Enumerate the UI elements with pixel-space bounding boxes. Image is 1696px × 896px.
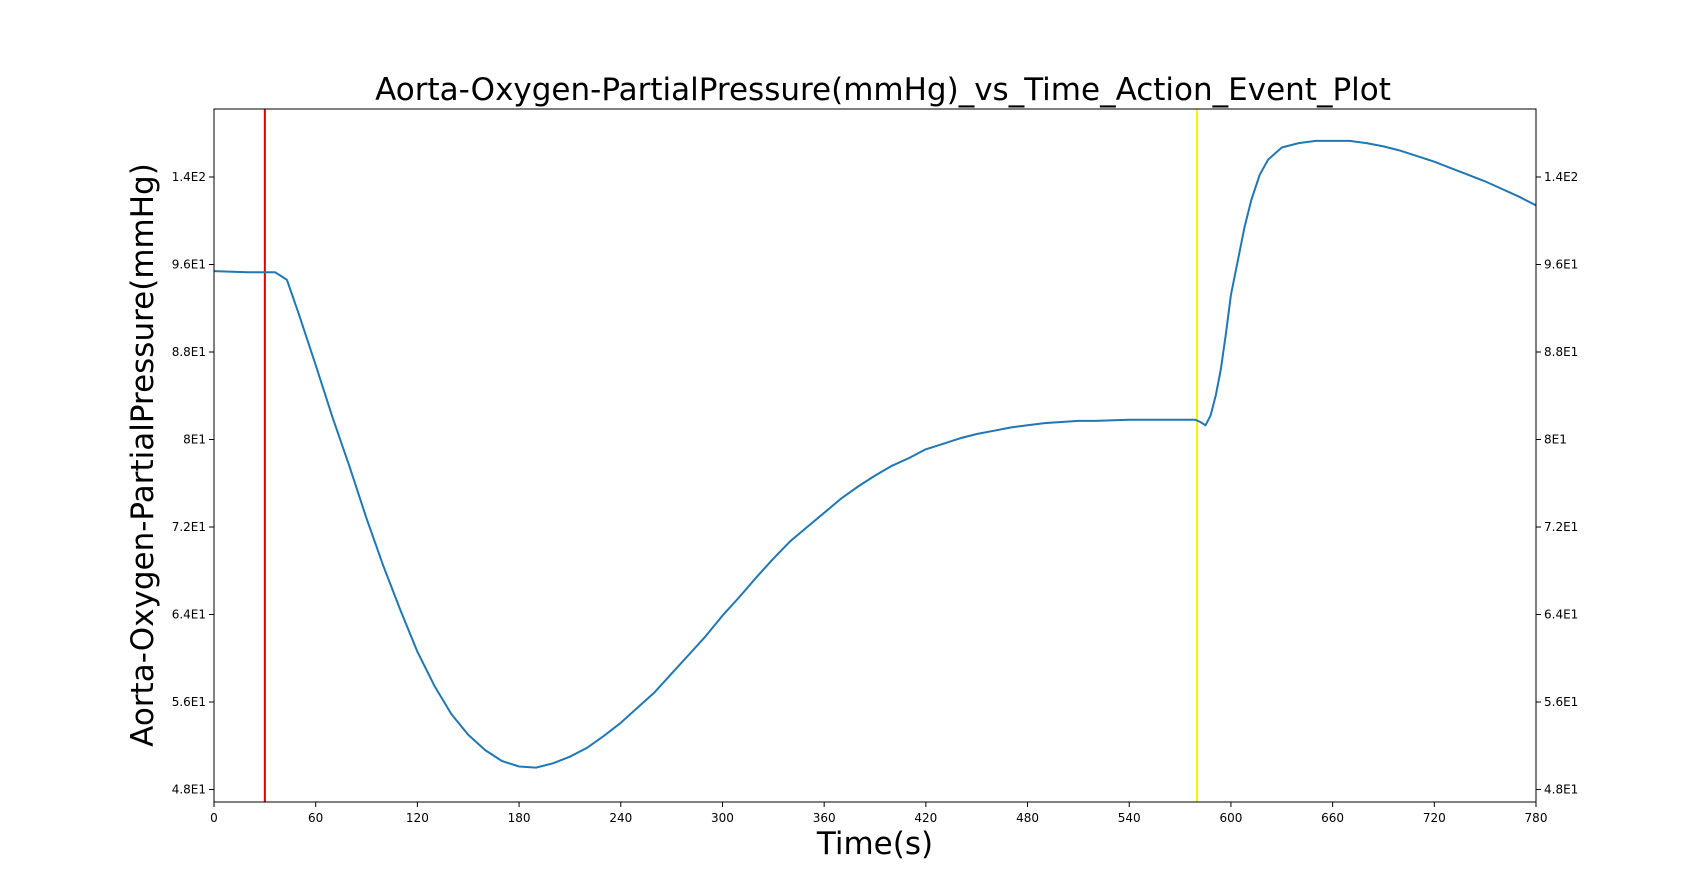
y-tick-label-left: 9.6E1 [172, 258, 206, 272]
y-axis-title: Aorta-Oxygen-PartialPressure(mmHg) [125, 163, 161, 747]
x-axis-title: Time(s) [816, 826, 933, 862]
y-tick-label-right: 1.4E2 [1544, 170, 1578, 184]
x-tick-label: 0 [210, 811, 218, 825]
y-tick-label-left: 8E1 [183, 433, 206, 447]
y-axis-left: 4.8E1 5.6E1 6.4E1 7.2E1 8E1 8.8E1 9.6E1 1.4E2 [172, 170, 214, 797]
y-axis-right: 4.8E1 5.6E1 6.4E1 7.2E1 8E1 8.8E1 9.6E1 1.4E2 [1536, 170, 1578, 797]
series-group [213, 139, 1537, 769]
x-tick-label: 60 [308, 811, 323, 825]
y-tick-label-left: 4.8E1 [172, 783, 206, 797]
y-tick-label-right: 6.4E1 [1544, 608, 1578, 622]
x-tick-label: 720 [1423, 811, 1446, 825]
y-tick-label-right: 9.6E1 [1544, 258, 1578, 272]
y-tick-label-right: 5.6E1 [1544, 695, 1578, 709]
y-tick-label-right: 8E1 [1544, 433, 1567, 447]
y-tick-label-left: 6.4E1 [172, 608, 206, 622]
x-tick-label: 600 [1219, 811, 1242, 825]
x-tick-label: 420 [914, 811, 937, 825]
x-tick-label: 180 [508, 811, 531, 825]
x-axis: 0 60 120 180 240 300 360 420 480 540 600 660 720 780 [210, 802, 1547, 825]
x-tick-label: 360 [813, 811, 836, 825]
y-tick-label-left: 5.6E1 [172, 695, 206, 709]
x-tick-label: 240 [609, 811, 632, 825]
y-tick-label-left: 1.4E2 [172, 170, 206, 184]
y-tick-label-right: 7.2E1 [1544, 520, 1578, 534]
y-tick-label-right: 8.8E1 [1544, 345, 1578, 359]
y-tick-label-left: 8.8E1 [172, 345, 206, 359]
chart-title: Aorta-Oxygen-PartialPressure(mmHg)_vs_Ti… [375, 72, 1391, 108]
x-tick-label: 300 [711, 811, 734, 825]
x-tick-label: 540 [1118, 811, 1141, 825]
x-tick-label: 780 [1525, 811, 1548, 825]
series-line-1 [213, 139, 1537, 769]
y-tick-label-left: 7.2E1 [172, 520, 206, 534]
plot-frame [213, 108, 1537, 803]
x-tick-label: 480 [1016, 811, 1039, 825]
y-tick-label-right: 4.8E1 [1544, 783, 1578, 797]
event-lines [263, 109, 1199, 802]
x-tick-label: 120 [406, 811, 429, 825]
x-tick-label: 660 [1321, 811, 1344, 825]
